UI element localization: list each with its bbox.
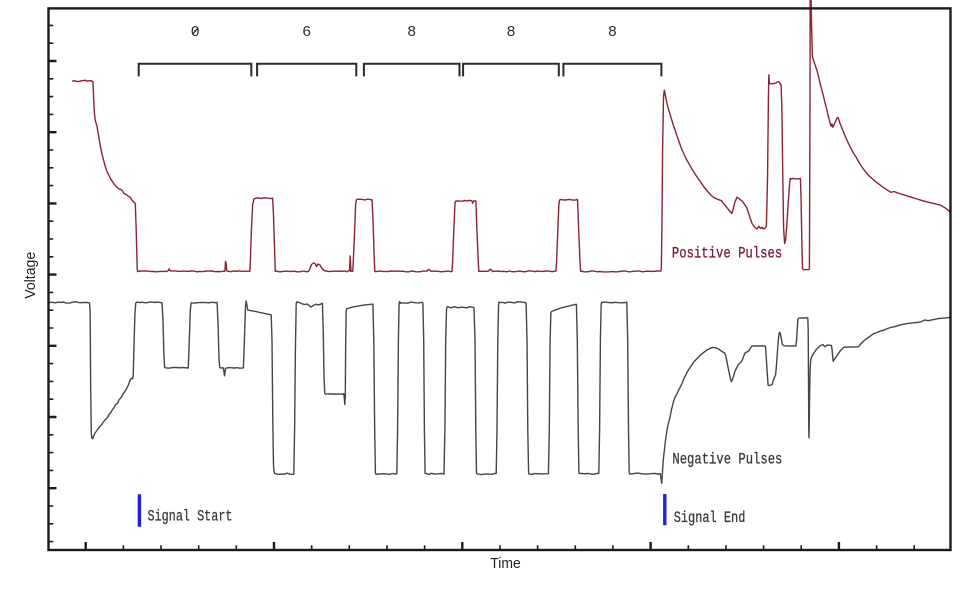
svg-text:Voltage: Voltage (23, 252, 39, 299)
svg-text:Negative Pulses: Negative Pulses (672, 451, 782, 469)
svg-text:Signal Start: Signal Start (148, 508, 233, 526)
svg-text:Time: Time (490, 556, 521, 572)
svg-text:Signal End: Signal End (674, 509, 746, 527)
svg-text:Positive Pulses: Positive Pulses (672, 244, 782, 262)
svg-text:8: 8 (506, 23, 515, 41)
svg-text:8: 8 (407, 23, 416, 41)
svg-text:8: 8 (608, 23, 617, 41)
svg-text:6: 6 (302, 23, 311, 41)
